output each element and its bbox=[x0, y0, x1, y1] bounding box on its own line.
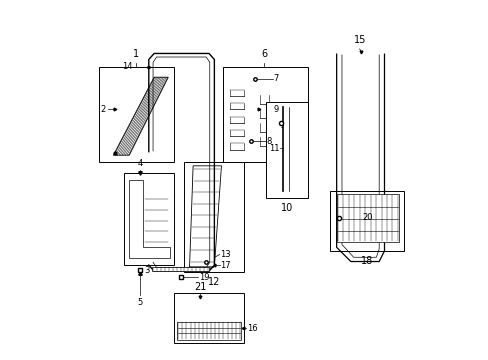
Text: 18: 18 bbox=[360, 256, 372, 266]
Text: 6: 6 bbox=[261, 49, 266, 59]
Text: 14: 14 bbox=[122, 62, 133, 71]
Text: 13: 13 bbox=[220, 250, 230, 259]
Bar bbox=[223, 67, 307, 162]
Bar bbox=[173, 293, 244, 343]
Text: 9: 9 bbox=[273, 105, 278, 114]
Text: 11: 11 bbox=[268, 144, 279, 153]
Text: 16: 16 bbox=[247, 324, 258, 333]
Text: 21: 21 bbox=[194, 282, 206, 292]
Text: 2: 2 bbox=[100, 105, 105, 114]
Text: 1: 1 bbox=[133, 49, 139, 59]
Text: 10: 10 bbox=[280, 203, 293, 213]
Text: 19: 19 bbox=[199, 273, 209, 282]
Text: 12: 12 bbox=[208, 278, 220, 288]
Bar bbox=[329, 191, 403, 251]
Bar bbox=[265, 102, 307, 198]
Polygon shape bbox=[177, 322, 241, 339]
Text: 15: 15 bbox=[353, 35, 365, 45]
Polygon shape bbox=[129, 180, 170, 258]
Text: 17: 17 bbox=[219, 261, 230, 270]
Text: 3: 3 bbox=[144, 266, 150, 275]
Bar bbox=[184, 162, 244, 272]
Text: 20: 20 bbox=[362, 213, 372, 222]
Polygon shape bbox=[151, 267, 209, 271]
Text: 8: 8 bbox=[266, 136, 271, 145]
Bar bbox=[124, 173, 173, 265]
Polygon shape bbox=[189, 166, 221, 267]
Polygon shape bbox=[336, 194, 398, 242]
Text: 4: 4 bbox=[137, 159, 142, 168]
Text: 5: 5 bbox=[137, 298, 142, 307]
Bar bbox=[99, 67, 173, 162]
Polygon shape bbox=[113, 77, 168, 155]
Text: 7: 7 bbox=[273, 75, 278, 84]
